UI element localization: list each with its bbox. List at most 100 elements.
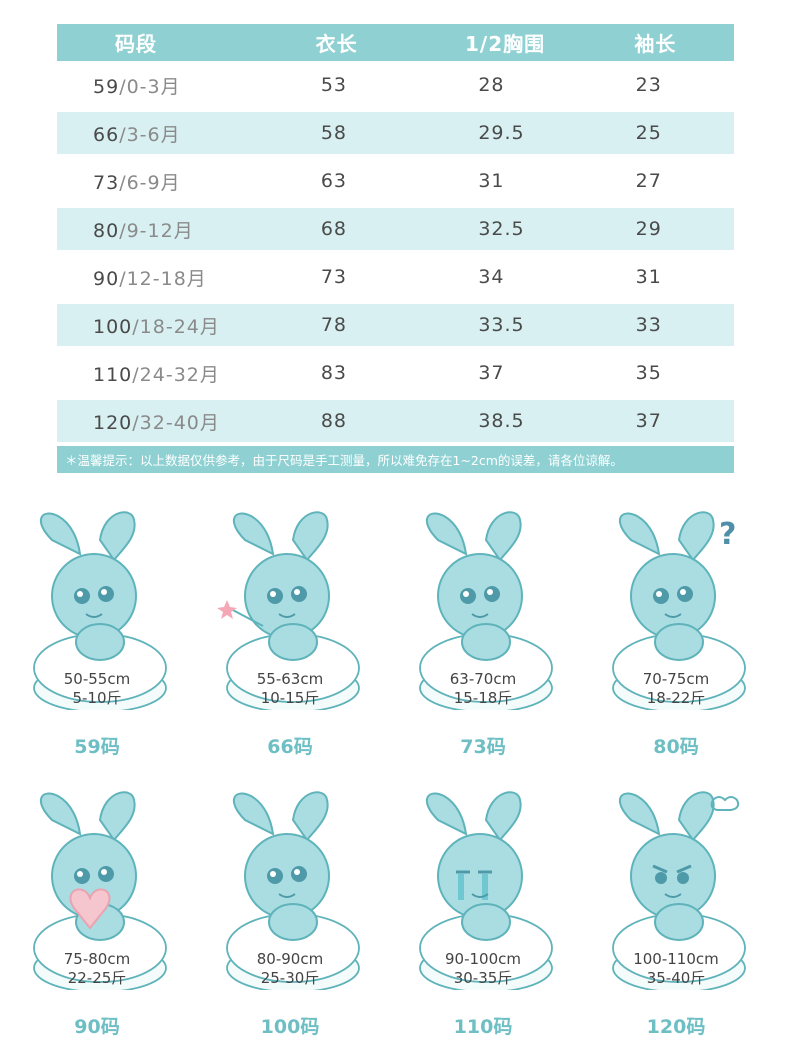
size-card: 80-90cm 25-30斤 100码 [215,790,365,1040]
age-range: 6-9月 [126,171,181,194]
cell-half-chest: 31 [478,170,505,192]
size-label: 120码 [646,1016,706,1038]
bunny-ear [484,791,522,842]
size-value: 120 [93,411,133,434]
size-label: 73码 [460,736,506,758]
cell-half-chest: 37 [478,362,505,384]
cell-sleeve: 27 [635,170,662,192]
header-size-range: 码段 [115,32,157,56]
cell-half-chest: 34 [478,266,505,288]
bunny-body [654,903,704,941]
size-separator: / [119,219,127,242]
bunny-ear [425,792,468,836]
header-sleeve: 袖长 [634,32,677,56]
table-row: 59/0-3月 53 28 23 [57,61,734,109]
cell-size-range: 100/18-24月 [57,312,221,339]
cell-length: 73 [320,266,348,288]
size-label: 110码 [453,1016,513,1038]
cell-size-range: 110/24-32月 [57,360,221,387]
bunny-ear [98,511,136,562]
size-value: 59 [93,75,120,98]
table-row: 100/18-24月 78 33.5 33 [57,304,734,346]
cell-size-range: 80/9-12月 [57,216,221,243]
weight-range: 22-25斤 [67,969,127,987]
cell-half-chest: 33.5 [478,314,525,336]
table-row: 90/12-18月 73 34 31 [57,253,734,301]
cell-size-range: 66/3-6月 [57,120,221,147]
cell-half-chest: 32.5 [478,218,525,240]
cell-sleeve: 25 [635,122,662,144]
size-card: 63-70cm 15-18斤 73码 [408,510,558,760]
table-row: 120/32-40月 88 38.5 37 [57,400,734,442]
weight-range: 25-30斤 [260,969,320,987]
size-table: 码段 衣长 1/2胸围 袖长 59/0-3月 53 28 23 66/3-6月 58 29.… [57,24,734,473]
bunny-ear [618,792,661,836]
cell-sleeve: 23 [635,74,662,96]
bunny-ear [618,512,661,556]
height-range: 80-90cm [256,950,324,968]
cell-size-range: 120/32-40月 [57,408,221,435]
size-card: 100-110cm 35-40斤 120码 [601,790,751,1040]
size-label: 59码 [74,736,120,758]
cell-size-range: 59/0-3月 [57,72,221,99]
cell-sleeve: 33 [635,314,662,336]
bunny-ear [232,512,275,556]
age-range: 12-18月 [126,267,207,290]
size-separator: / [119,75,127,98]
cell-size-range: 90/12-18月 [57,264,221,291]
cell-sleeve: 35 [635,362,662,384]
cell-length: 88 [320,410,348,432]
cell-sleeve: 37 [635,410,662,432]
table-row: 73/6-9月 63 31 27 [57,157,734,205]
bunny-ear [98,791,136,842]
bunny-body [461,623,511,661]
table-row: 66/3-6月 58 29.5 25 [57,112,734,154]
weight-range: 10-15斤 [260,689,320,707]
bunny-ear [39,512,82,556]
size-label: 90码 [74,1016,120,1038]
size-separator: / [132,411,140,434]
size-value: 100 [93,315,133,338]
weight-range: 15-18斤 [453,689,513,707]
age-range: 9-12月 [126,219,194,242]
bunny-ear [677,791,715,842]
bunny-ear [291,511,329,562]
weight-range: 18-22斤 [646,689,706,707]
header-length: 衣长 [315,32,358,56]
size-card: 90-100cm 30-35斤 110码 [408,790,558,1040]
bunny-ear [291,791,329,842]
bunny-ear [39,792,82,836]
weight-range: 30-35斤 [453,969,513,987]
cell-length: 83 [320,362,348,384]
weight-range: 35-40斤 [646,969,706,987]
cell-sleeve: 31 [635,266,662,288]
size-label: 80码 [653,736,699,758]
cell-sleeve: 29 [635,218,662,240]
age-range: 18-24月 [139,315,220,338]
cell-half-chest: 28 [478,74,505,96]
bunny-body [268,903,318,941]
cell-half-chest: 38.5 [478,410,525,432]
bunny-body [268,623,318,661]
bunny-ear [232,792,275,836]
height-range: 63-70cm [449,670,517,688]
bunny-body [461,903,511,941]
table-header: 码段 衣长 1/2胸围 袖长 [57,24,734,61]
height-range: 90-100cm [445,950,521,968]
height-range: 70-75cm [642,670,710,688]
bunny-illustration [226,791,360,990]
age-range: 24-32月 [139,363,220,386]
height-range: 75-80cm [63,950,131,968]
bunny-illustration: ? [612,511,746,710]
cell-half-chest: 29.5 [478,122,525,144]
size-value: 66 [93,123,120,146]
size-label: 100码 [260,1016,320,1038]
header-half-chest: 1/2胸围 [465,32,546,56]
notice-text: ＊温馨提示：以上数据仅供参考，由于尺码是手工测量，所以难免存在1~2cm的误差，… [57,446,734,473]
bunny-illustration [33,511,167,710]
size-value: 90 [93,267,120,290]
height-range: 50-55cm [63,670,131,688]
bunny-ear [425,512,468,556]
size-card: ? 70-75cm 18-22斤 80码 [601,510,751,760]
size-value: 73 [93,171,120,194]
